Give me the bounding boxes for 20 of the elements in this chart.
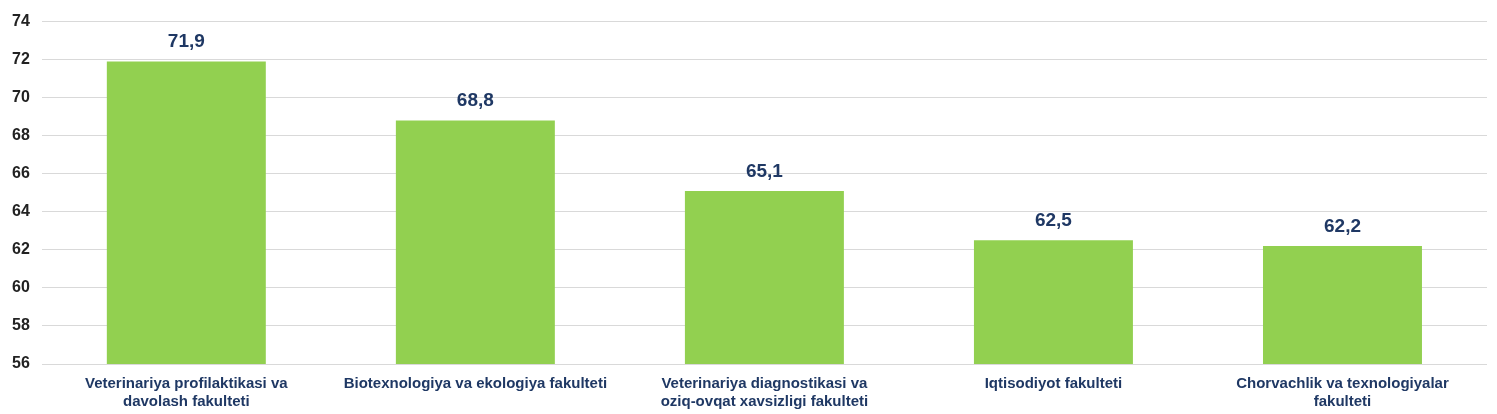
- y-tick-label: 72: [12, 50, 30, 68]
- x-tick-label: Veterinariya profilaktikasi va davolash fakulteti: [85, 374, 289, 410]
- data-label: 65,1: [745, 159, 784, 181]
- y-tick-label: 60: [12, 278, 30, 296]
- data-label: 68,8: [456, 89, 494, 111]
- y-tick-label: 70: [12, 88, 30, 106]
- x-tick-label: Chorvachlik va texnologiyalar fakulteti: [1236, 374, 1449, 410]
- y-tick-label: 68: [12, 126, 30, 144]
- data-label: 62,2: [1323, 214, 1361, 236]
- data-label: 62,5: [1034, 209, 1073, 231]
- x-tick-label: Biotexnologiya va ekologiya fakulteti: [343, 374, 608, 392]
- y-tick-label: 62: [12, 240, 30, 258]
- data-label: 71,9: [167, 30, 205, 52]
- x-tick-label: Veterinariya diagnostikasi va oziq-ovqat xavsizligi fakulteti: [660, 374, 869, 410]
- y-tick-label: 74: [12, 12, 30, 30]
- y-tick-label: 64: [12, 202, 30, 220]
- y-tick-label: 66: [12, 164, 30, 182]
- x-tick-label: Iqtisodiyot fakulteti: [984, 374, 1123, 392]
- y-tick-label: 58: [12, 316, 30, 334]
- y-tick-label: 56: [12, 354, 30, 372]
